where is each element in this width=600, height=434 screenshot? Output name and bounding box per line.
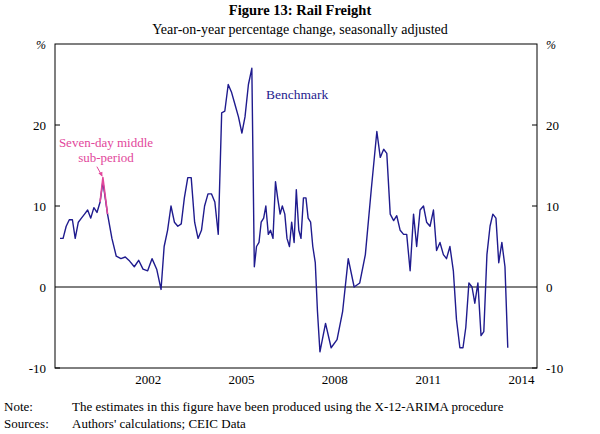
series-line bbox=[60, 68, 508, 352]
footnote-text: Authors' calculations; CEIC Data bbox=[72, 416, 246, 431]
series-label: Seven-day middle sub-period bbox=[47, 135, 165, 165]
y-tick-label-right: 10 bbox=[546, 199, 559, 214]
x-tick-label: 2011 bbox=[415, 372, 441, 387]
y-tick-right bbox=[532, 368, 537, 369]
x-tick-label: 2008 bbox=[322, 372, 348, 387]
plot-frame bbox=[55, 44, 537, 368]
y-tick-label-left: 20 bbox=[33, 118, 46, 133]
y-tick-right bbox=[532, 125, 537, 126]
series-group bbox=[60, 68, 508, 352]
y-unit-right: % bbox=[546, 38, 556, 52]
footnote-text: The estimates in this figure have been p… bbox=[72, 399, 504, 414]
y-tick-right bbox=[532, 206, 537, 207]
y-tick-left bbox=[55, 125, 60, 126]
series-label: Benchmark bbox=[266, 87, 328, 102]
subtitle: Year-on-year percentage change, seasonal… bbox=[152, 22, 448, 37]
series-line bbox=[100, 178, 107, 214]
y-tick-left bbox=[55, 206, 60, 207]
y-tick-label-right: 20 bbox=[546, 118, 559, 133]
zero-line bbox=[55, 287, 537, 288]
x-tick-label: 2002 bbox=[135, 372, 161, 387]
y-tick-label-right: -10 bbox=[546, 361, 563, 376]
chart-wrap: {"chart_data": { "type": "line", "title"… bbox=[0, 0, 600, 434]
x-tick-label: 2005 bbox=[229, 372, 255, 387]
y-unit-left: % bbox=[36, 38, 46, 52]
y-tick-label-left: -10 bbox=[29, 361, 46, 376]
footnote-label: Note: bbox=[4, 399, 33, 414]
y-tick-label-right: 0 bbox=[546, 280, 553, 295]
footnote-label: Sources: bbox=[4, 416, 49, 431]
y-tick-left bbox=[55, 368, 60, 369]
y-tick-label-left: 0 bbox=[40, 280, 47, 295]
x-tick-label: 2014 bbox=[508, 372, 535, 387]
annotation-arrowhead bbox=[98, 172, 102, 177]
y-tick-label-left: 10 bbox=[33, 199, 46, 214]
chart-svg: Figure 13: Rail Freight Year-on-year perc… bbox=[0, 0, 600, 434]
annotation-arrow bbox=[97, 167, 102, 176]
title: Figure 13: Rail Freight bbox=[229, 2, 372, 18]
